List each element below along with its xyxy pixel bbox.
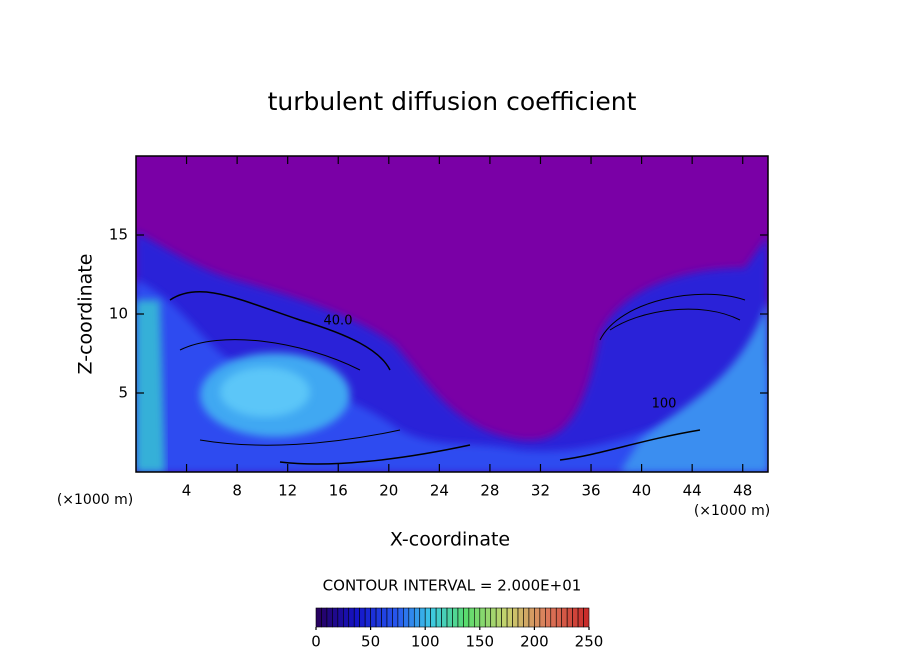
y-tick-label: 10 [109,305,128,323]
x-tick-label: 28 [480,482,499,500]
colorbar-cell [479,607,486,628]
x-unit-label: (×1000 m) [694,503,770,519]
colorbar-cell [468,607,475,628]
colorbar-tick-label: 50 [361,633,380,651]
colorbar-cell [403,607,410,628]
colorbar-cell [397,607,404,628]
x-tick-label: 12 [278,482,297,500]
colorbar-cell [550,607,557,628]
colorbar-cell [381,607,388,628]
x-tick-label: 16 [329,482,348,500]
colorbar-cell [474,607,481,628]
colorbar-cell [528,607,535,628]
colorbar-cell [534,607,541,628]
colorbar-cell [583,607,590,628]
chart-title: turbulent diffusion coefficient [268,87,637,116]
colorbar-cell [348,607,355,628]
colorbar-cell [408,607,415,628]
colorbar-cell [457,607,464,628]
colorbar-cell [523,607,530,628]
colorbar-cell [463,607,470,628]
colorbar-cell [539,607,546,628]
colorbar-cell [413,607,421,628]
x-tick-label: 40 [632,482,651,500]
colorbar-cell [517,607,524,628]
colorbar-cell [326,607,333,628]
colorbar-cell [364,607,371,628]
colorbar-cell [484,607,492,628]
colorbar-tick-label: 200 [520,633,549,651]
colorbar-cell [561,607,568,628]
colorbar-cell [446,607,453,628]
contour-label: 40.0 [324,314,353,329]
colorbar-tick-label: 250 [575,633,604,651]
colorbar-cell [501,607,508,628]
colorbar-cell [424,607,431,628]
x-tick-label: 36 [581,482,600,500]
colorbar-cell [321,607,328,628]
x-axis-title: X-coordinate [390,529,510,551]
contour-label: 100 [652,397,677,412]
colorbar-cell [315,607,322,628]
colorbar-cell [555,607,562,628]
colorbar-cell [452,607,459,628]
x-tick-label: 44 [683,482,702,500]
colorbar-cell [392,607,399,628]
x-tick-label: 32 [531,482,550,500]
y-tick-label: 5 [118,384,128,402]
colorbar-tick-label: 0 [311,633,321,651]
x-tick-label: 24 [430,482,449,500]
colorbar-cell [375,607,382,628]
x-tick-label: 48 [733,482,752,500]
colorbar-cell [572,607,579,628]
x-tick-label: 20 [379,482,398,500]
colorbar-cell [577,607,584,628]
colorbar-cell [337,607,344,628]
colorbar-cell [419,607,426,628]
colorbar-cell [430,607,437,628]
colorbar-cell [370,607,377,628]
y-unit-label: (×1000 m) [57,492,133,508]
colorbar-cell [545,607,552,628]
colorbar-cell [495,607,502,628]
colorbar-cell [386,607,393,628]
colorbar-cell [332,607,339,628]
colorbar-cell [566,607,573,628]
colorbar-cell [441,607,448,628]
colorbar-cell [506,607,513,628]
colorbar-cell [342,607,350,628]
colorbar-cell [435,607,442,628]
colorbar-cell [490,607,497,628]
contour-interval-label: CONTOUR INTERVAL = 2.000E+01 [323,577,582,595]
colorbar-tick-label: 150 [465,633,494,651]
x-tick-label: 8 [232,482,242,500]
colorbar-cell [359,607,366,628]
colorbar-tick-label: 100 [411,633,440,651]
y-axis-title: Z-coordinate [75,254,97,375]
contour-field [136,156,768,472]
x-tick-label: 4 [182,482,192,500]
colorbar-cell [353,607,360,628]
y-tick-label: 15 [109,226,128,244]
colorbar-cell [512,607,519,628]
